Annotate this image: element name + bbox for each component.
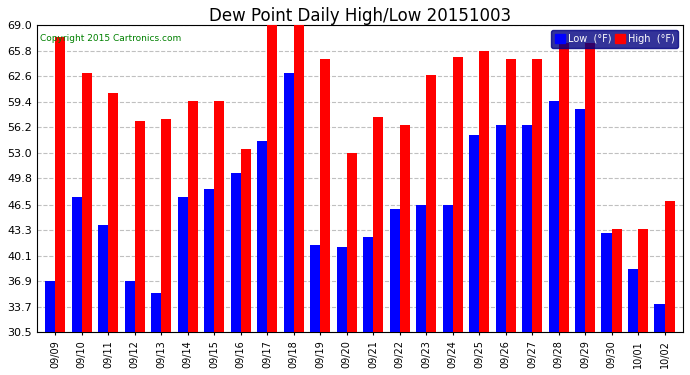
Bar	[532, 58, 542, 332]
Title: Dew Point Daily High/Low 20151003: Dew Point Daily High/Low 20151003	[209, 7, 511, 25]
Bar	[320, 58, 331, 332]
Bar	[125, 280, 135, 332]
Bar	[628, 268, 638, 332]
Bar	[522, 125, 532, 332]
Bar	[390, 209, 400, 332]
Bar	[479, 51, 489, 332]
Bar	[257, 141, 267, 332]
Bar	[310, 244, 320, 332]
Bar	[108, 93, 119, 332]
Bar	[611, 229, 622, 332]
Bar	[549, 101, 559, 332]
Bar	[453, 57, 463, 332]
Bar	[72, 197, 82, 332]
Bar	[664, 201, 675, 332]
Bar	[400, 125, 410, 332]
Bar	[337, 247, 346, 332]
Bar	[442, 205, 453, 332]
Bar	[284, 73, 294, 332]
Bar	[575, 109, 585, 332]
Text: Copyright 2015 Cartronics.com: Copyright 2015 Cartronics.com	[40, 34, 181, 44]
Bar	[495, 125, 506, 332]
Bar	[559, 43, 569, 332]
Bar	[241, 149, 250, 332]
Bar	[267, 25, 277, 332]
Bar	[654, 304, 664, 332]
Bar	[294, 25, 304, 332]
Bar	[215, 101, 224, 332]
Bar	[98, 225, 108, 332]
Bar	[363, 237, 373, 332]
Bar	[230, 173, 241, 332]
Bar	[82, 73, 92, 332]
Bar	[602, 232, 611, 332]
Bar	[178, 197, 188, 332]
Bar	[346, 153, 357, 332]
Bar	[506, 58, 515, 332]
Bar	[135, 121, 145, 332]
Bar	[204, 189, 215, 332]
Bar	[151, 292, 161, 332]
Bar	[188, 101, 198, 332]
Bar	[469, 135, 479, 332]
Bar	[416, 205, 426, 332]
Bar	[373, 117, 383, 332]
Bar	[638, 229, 648, 332]
Legend: Low  (°F), High  (°F): Low (°F), High (°F)	[551, 30, 678, 48]
Bar	[161, 119, 171, 332]
Bar	[585, 43, 595, 332]
Bar	[426, 75, 436, 332]
Bar	[55, 37, 66, 332]
Bar	[46, 280, 55, 332]
